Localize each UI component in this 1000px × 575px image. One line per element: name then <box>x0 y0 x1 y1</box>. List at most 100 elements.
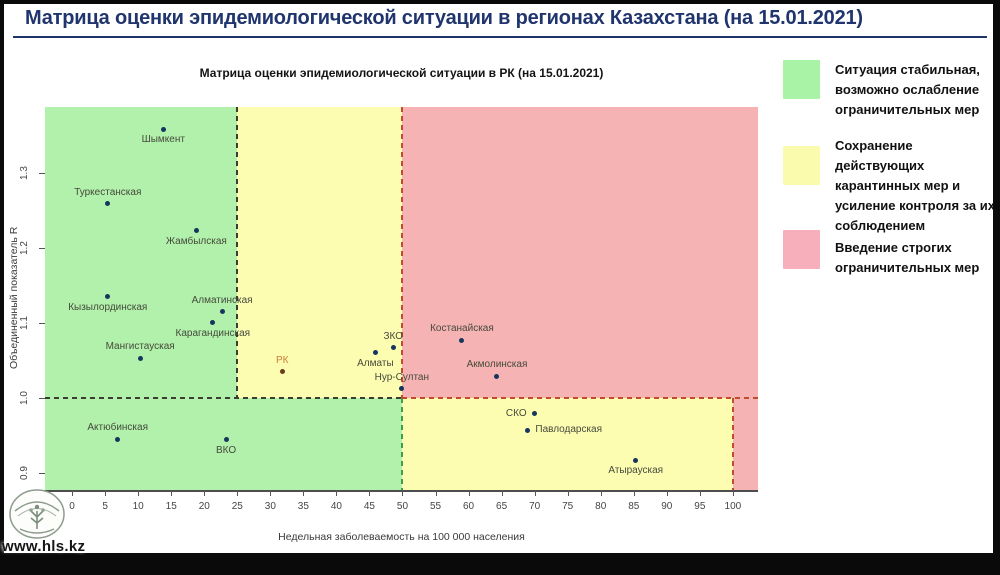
x-tick <box>369 490 371 496</box>
data-point <box>459 337 465 343</box>
y-tick <box>39 172 45 174</box>
x-tick-label: 90 <box>661 501 673 512</box>
x-tick <box>270 490 272 496</box>
legend-item-stable: Ситуация стабильная, возможно ослабление… <box>783 60 995 120</box>
legend-swatch-1 <box>783 60 820 99</box>
data-point <box>223 437 229 443</box>
data-point <box>390 345 396 351</box>
y-tick <box>39 322 45 324</box>
y-tick <box>39 472 45 474</box>
legend-swatch-3 <box>783 230 820 269</box>
x-tick <box>237 490 239 496</box>
r-threshold-line-left <box>45 396 403 399</box>
x-tick-label: 20 <box>198 501 210 512</box>
data-point-label: Актюбинская <box>87 422 149 434</box>
x-tick-label: 50 <box>396 501 409 512</box>
x-tick <box>105 490 107 496</box>
hls-logo-icon <box>8 489 66 546</box>
data-point <box>105 201 111 207</box>
data-point-label: Шымкент <box>141 134 185 146</box>
x-tick-label: 75 <box>562 501 574 512</box>
data-point-label: СКО <box>505 407 527 419</box>
x-tick-label: 15 <box>165 501 177 512</box>
x-tick <box>336 490 338 496</box>
x-tick-label: 0 <box>69 501 75 512</box>
x-tick-label: 5 <box>102 501 108 512</box>
x-tick-label: 60 <box>463 501 475 512</box>
data-point <box>115 436 121 442</box>
data-point-label: РК <box>275 354 289 366</box>
plot-area: 0 5 10 15 20 25 30 35 40 45 50 55 60 65 70 75 80 85 90 95 10… <box>19 107 758 512</box>
zone-red-bottom <box>732 397 758 490</box>
data-point-label: Алматинская <box>191 294 253 306</box>
y-tick <box>39 397 45 399</box>
threshold-50-lower-line <box>401 397 404 490</box>
y-tick-label: 0.9 <box>19 465 30 480</box>
screen-border-left <box>0 0 4 575</box>
x-tick <box>303 490 305 496</box>
data-point <box>399 386 405 392</box>
x-tick <box>534 490 536 496</box>
threshold-50-upper-line <box>401 107 404 398</box>
x-tick-label: 30 <box>264 501 276 512</box>
chart-title: Матрица оценки эпидемиологической ситуац… <box>199 66 604 80</box>
x-tick-label: 70 <box>529 501 541 512</box>
zone-red-top <box>402 107 758 398</box>
x-tick-label: 55 <box>429 501 442 512</box>
x-tick <box>501 490 503 496</box>
data-point-rk <box>279 369 285 375</box>
y-tick <box>39 247 45 249</box>
y-tick-label: 1.3 <box>19 166 30 180</box>
zone-green-top <box>45 107 238 398</box>
data-point <box>633 457 639 463</box>
x-tick-label: 10 <box>132 501 144 512</box>
data-point <box>137 355 143 361</box>
threshold-100-line <box>731 397 734 490</box>
x-tick <box>435 490 437 496</box>
zone-yellow-bottom <box>402 397 733 490</box>
x-tick <box>633 490 635 496</box>
legend-swatch-2 <box>783 146 820 185</box>
title-underline <box>13 36 987 38</box>
r-threshold-line-right <box>402 396 758 399</box>
data-point <box>210 320 216 326</box>
x-tick-label: 65 <box>496 501 508 512</box>
data-point-label: Жамбылская <box>165 235 227 247</box>
data-point-label: Туркестанская <box>74 186 142 198</box>
x-tick <box>666 490 668 496</box>
x-tick-label: 25 <box>231 501 243 512</box>
x-tick-label: 40 <box>330 501 342 512</box>
legend-item-keep-measures: Сохранение действующих карантинных мер и… <box>783 136 995 236</box>
data-point <box>193 228 199 234</box>
x-tick <box>732 490 734 496</box>
footer-url: www.hls.kz <box>2 538 86 555</box>
x-tick <box>171 490 173 496</box>
data-point-label: Мангистауская <box>105 341 175 353</box>
legend-label-2: Сохранение действующих карантинных мер и… <box>835 138 995 233</box>
x-tick-label: 95 <box>694 501 706 512</box>
data-point-label: ЗКО <box>383 330 403 342</box>
x-tick <box>468 490 470 496</box>
data-point-label: Акмолинская <box>466 359 528 371</box>
data-point <box>532 411 538 417</box>
legend-label-1: Ситуация стабильная, возможно ослабление… <box>835 62 980 117</box>
data-point-label: Нур-Султан <box>374 371 430 383</box>
zone-green-bottom <box>45 397 403 490</box>
screen-border-right <box>993 0 1000 575</box>
data-point-label: Костанайская <box>430 323 494 335</box>
data-point <box>524 427 530 433</box>
screen-border-top <box>0 0 1000 4</box>
x-tick-label: 100 <box>724 501 742 512</box>
x-tick <box>699 490 701 496</box>
legend-label-3: Введение строгих ограничительных мер <box>835 240 980 275</box>
threshold-25-line <box>236 107 239 398</box>
screen-border-bottom <box>0 553 1000 575</box>
x-tick <box>72 490 74 496</box>
y-tick-label: 1.1 <box>19 315 30 330</box>
data-point-label: Кызылординская <box>68 301 148 313</box>
data-point-label: Атырауская <box>608 465 664 477</box>
x-tick-label: 85 <box>628 501 640 512</box>
x-tick <box>204 490 206 496</box>
x-tick <box>567 490 569 496</box>
zone-yellow-top <box>237 107 403 398</box>
